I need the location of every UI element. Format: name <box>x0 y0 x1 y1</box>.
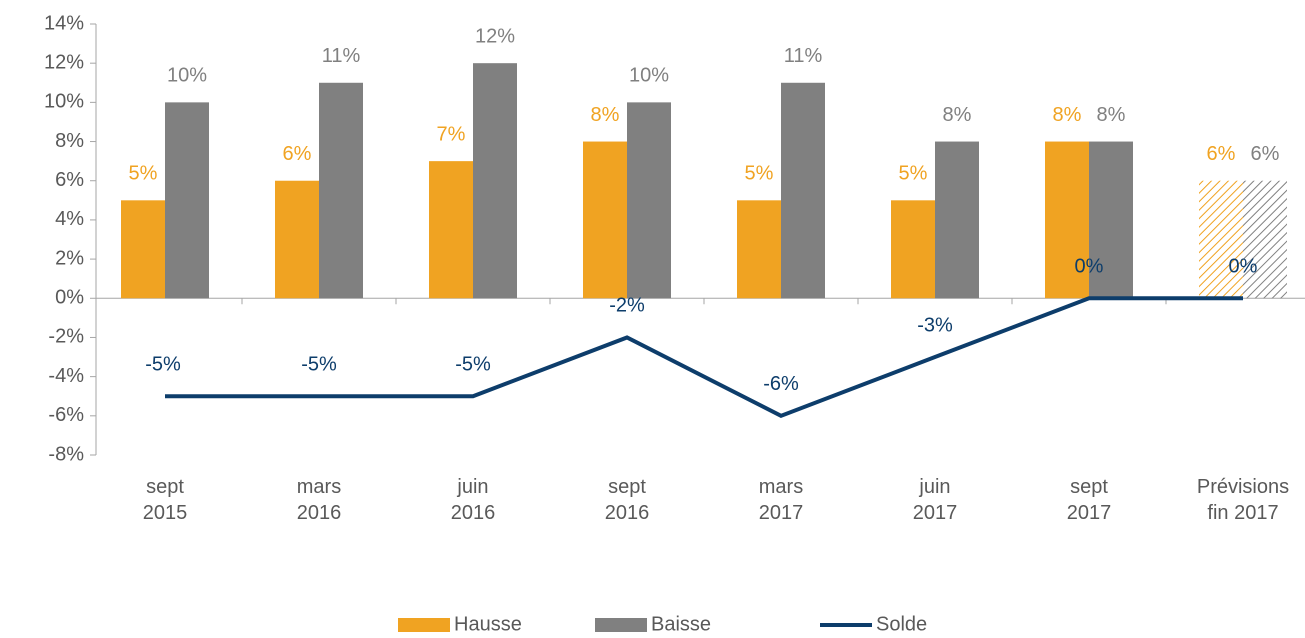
data-label: -5% <box>455 354 491 376</box>
y-tick-label: 6% <box>55 169 84 191</box>
bar <box>275 180 319 299</box>
data-label: 5% <box>745 163 774 185</box>
data-label: 8% <box>1097 104 1126 126</box>
bar <box>473 63 517 299</box>
data-label: -6% <box>763 373 799 395</box>
bar <box>121 200 165 299</box>
bar <box>737 200 781 299</box>
x-tick-label: mars 2016 <box>296 476 342 524</box>
legend-label: Solde <box>876 613 927 635</box>
data-label: -3% <box>917 314 953 336</box>
x-tick-label: sept 2015 <box>142 476 188 524</box>
bar <box>165 102 209 299</box>
y-tick-label: 0% <box>55 287 84 309</box>
data-label: 11% <box>322 45 361 67</box>
legend-label: Hausse <box>454 613 522 635</box>
y-tick-label: -6% <box>48 404 84 426</box>
x-tick-label: sept 2016 <box>604 476 650 524</box>
data-label: 7% <box>437 123 466 145</box>
data-label: 8% <box>591 104 620 126</box>
y-tick-label: 12% <box>44 51 84 73</box>
x-tick-label: juin 2016 <box>450 476 496 524</box>
bar <box>627 102 671 299</box>
data-label: 10% <box>167 65 207 87</box>
y-tick-label: -2% <box>48 326 84 348</box>
data-label: 6% <box>1251 143 1280 165</box>
bar <box>1089 141 1133 299</box>
legend-swatch <box>398 618 450 632</box>
data-label: 8% <box>1053 104 1082 126</box>
legend-label: Baisse <box>651 613 711 635</box>
x-tick-label: juin 2017 <box>912 476 958 524</box>
data-label: -2% <box>609 295 645 317</box>
x-tick-label: sept 2017 <box>1066 476 1112 524</box>
y-tick-label: 2% <box>55 247 84 269</box>
data-label: 6% <box>283 143 312 165</box>
bar <box>319 82 363 299</box>
bar <box>1199 180 1243 299</box>
data-label: -5% <box>301 354 337 376</box>
x-tick-label: Prévisions fin 2017 <box>1196 476 1290 524</box>
bar <box>429 161 473 299</box>
data-label: 0% <box>1075 256 1104 278</box>
y-tick-label: 10% <box>44 91 84 113</box>
y-tick-label: 4% <box>55 208 84 230</box>
x-tick-label: mars 2017 <box>758 476 804 524</box>
line <box>165 296 1243 419</box>
y-tick-label: -8% <box>48 443 84 465</box>
data-label: 12% <box>475 25 515 47</box>
data-label: 8% <box>943 104 972 126</box>
bar <box>935 141 979 299</box>
bar <box>781 82 825 299</box>
bar <box>1243 180 1287 299</box>
y-tick-label: 8% <box>55 130 84 152</box>
y-tick-label: 14% <box>44 12 84 34</box>
data-label: 10% <box>629 65 669 87</box>
legend-swatch <box>595 618 647 632</box>
data-label: 5% <box>129 163 158 185</box>
bar <box>583 141 627 299</box>
y-tick-label: -4% <box>48 365 84 387</box>
data-label: 11% <box>784 45 823 67</box>
data-label: 5% <box>899 163 928 185</box>
data-label: 6% <box>1207 143 1236 165</box>
bar <box>1045 141 1089 299</box>
data-label: 0% <box>1229 256 1258 278</box>
data-label: -5% <box>145 354 181 376</box>
bar <box>891 200 935 299</box>
